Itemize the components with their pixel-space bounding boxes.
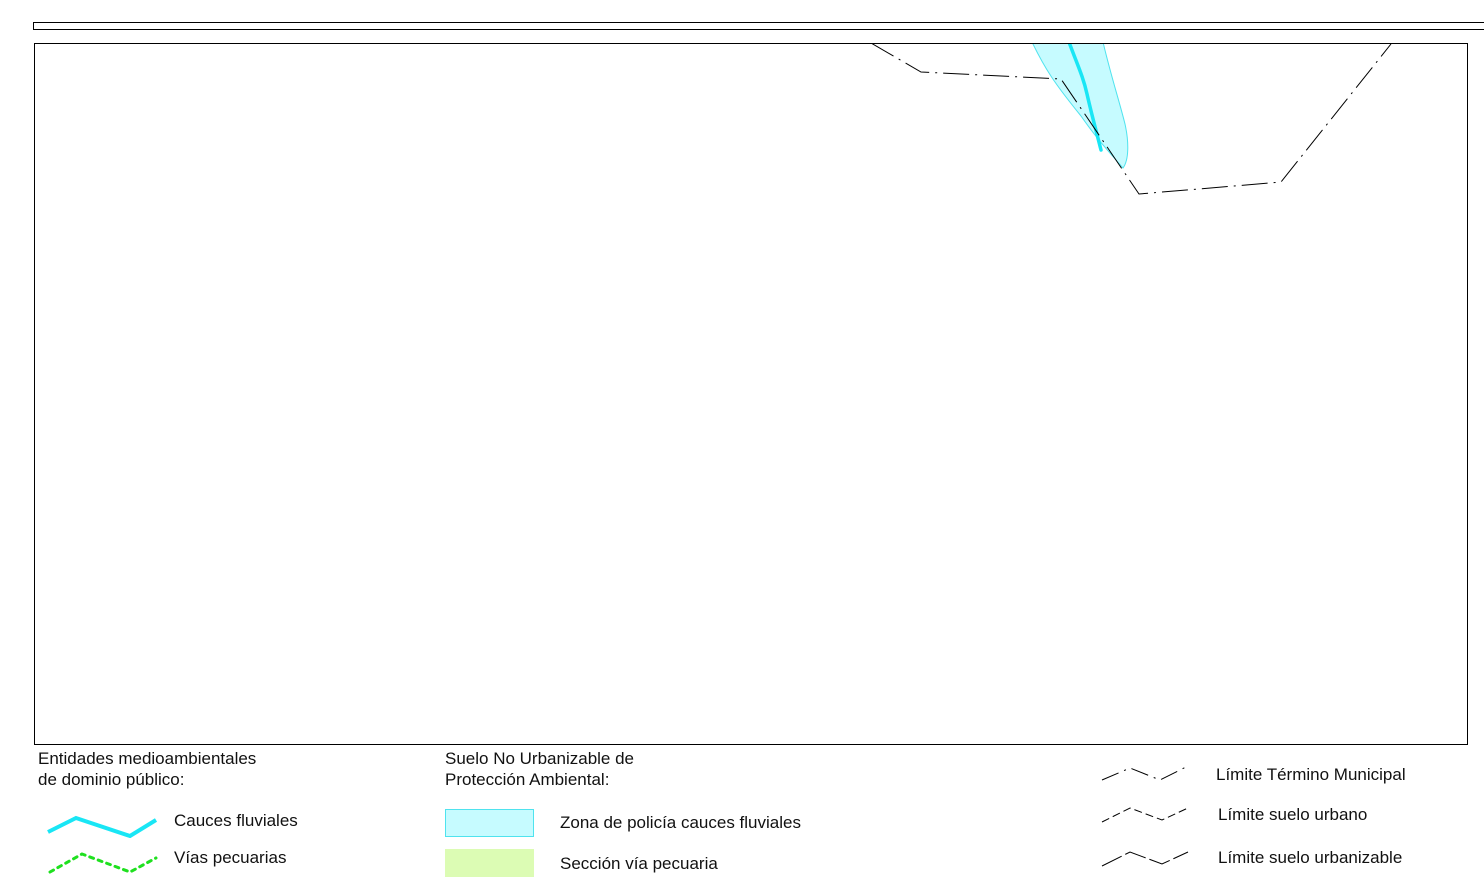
legend-suelo-heading-line2: Protección Ambiental: xyxy=(445,770,610,789)
legend-seccion-label: Sección vía pecuaria xyxy=(560,854,718,873)
dashed-line-icon xyxy=(1101,807,1189,823)
dash-dot-line-icon xyxy=(1101,765,1189,781)
legend-entidades-heading-line2: de dominio público: xyxy=(38,770,185,789)
legend-suelo-heading-line1: Suelo No Urbanizable de xyxy=(445,749,635,768)
legend-zona-label: Zona de policía cauces fluviales xyxy=(560,813,801,832)
legend-entidades-heading: Entidades medioambientales de dominio pú… xyxy=(38,748,256,790)
green-fill-swatch-icon xyxy=(445,849,534,877)
municipal-boundary xyxy=(871,44,1392,195)
river-line xyxy=(1067,44,1103,152)
legend-suelo-heading: Suelo No Urbanizable de Protección Ambie… xyxy=(445,748,634,790)
legend-limite-urbano-label: Límite suelo urbano xyxy=(1218,805,1368,824)
police-zone-area xyxy=(1032,44,1129,169)
green-dotted-line-icon xyxy=(48,852,158,874)
cyan-solid-line-icon xyxy=(47,815,158,838)
cyan-fill-swatch-icon xyxy=(445,809,534,837)
top-frame-bar xyxy=(33,22,1484,30)
legend-limite-termino-label: Límite Término Municipal xyxy=(1216,765,1406,784)
legend-cauces-label: Cauces fluviales xyxy=(174,811,298,830)
legend-vias-label: Vías pecuarias xyxy=(174,848,287,867)
map-frame xyxy=(34,43,1468,745)
long-dash-line-icon xyxy=(1101,851,1189,867)
legend-entidades-heading-line1: Entidades medioambientales xyxy=(38,749,257,768)
legend-limite-urbanizable-label: Límite suelo urbanizable xyxy=(1218,848,1403,867)
map-canvas xyxy=(871,44,1392,195)
